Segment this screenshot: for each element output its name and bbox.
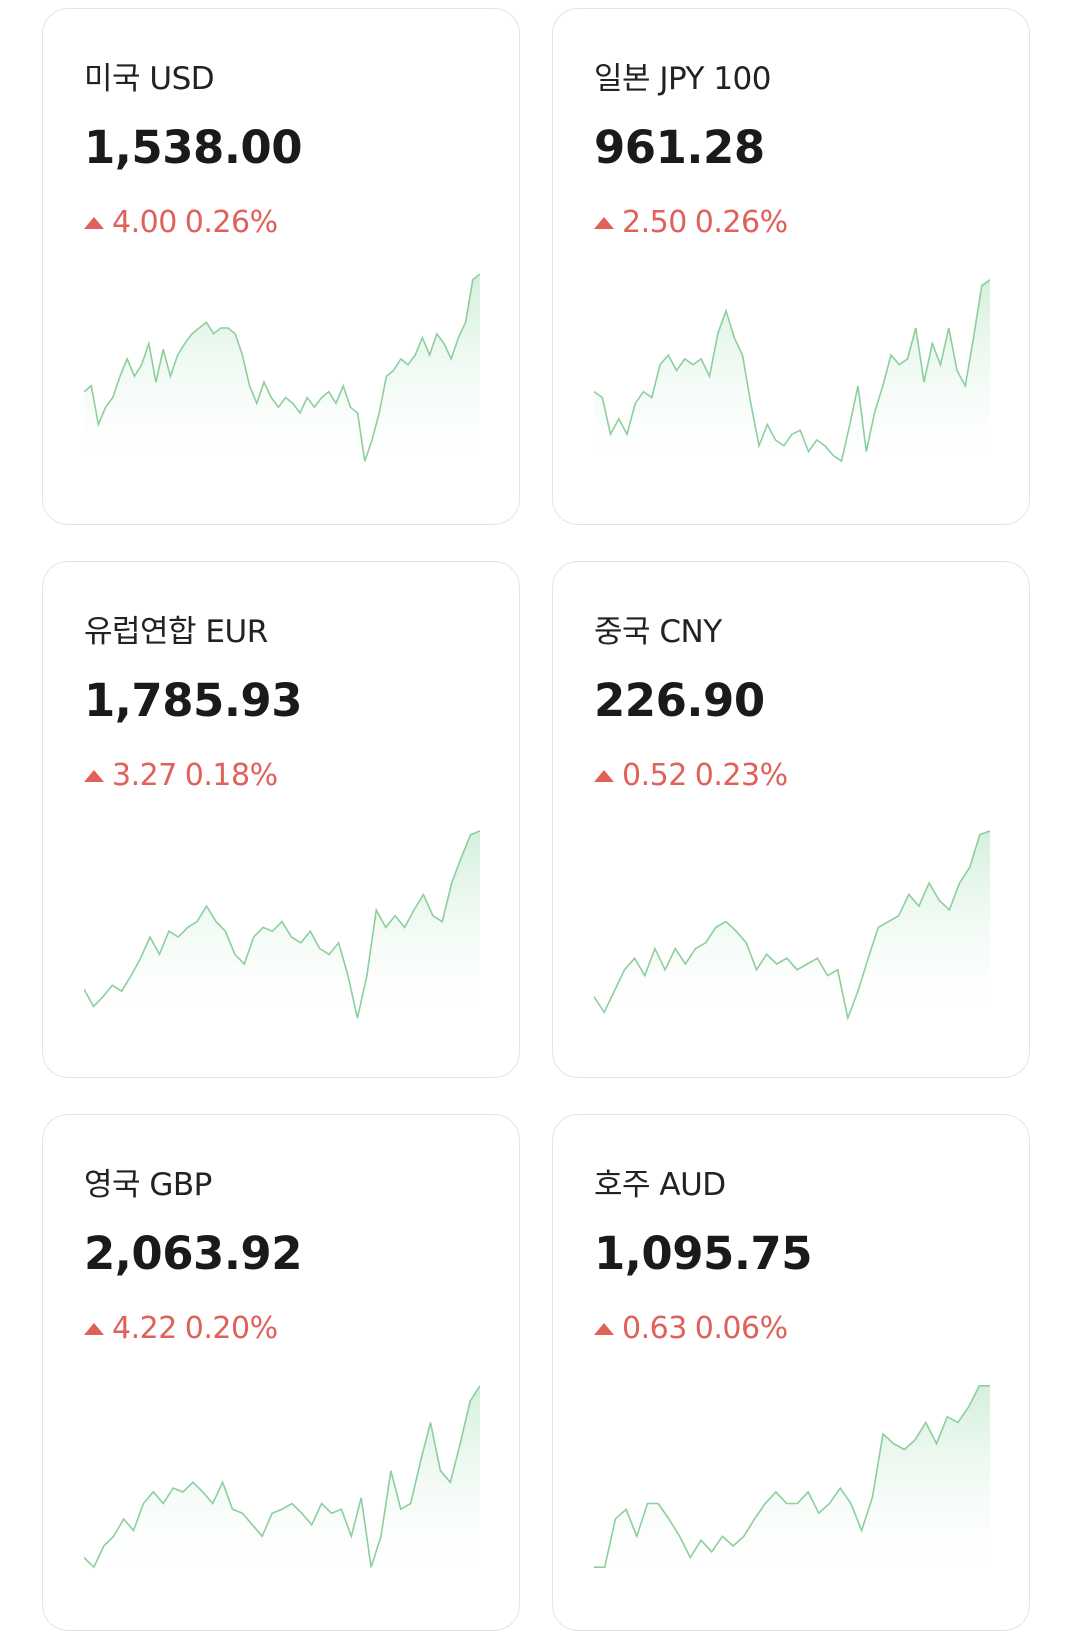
currency-name: 일본 JPY 100 bbox=[594, 61, 772, 97]
sparkline-area bbox=[84, 1385, 480, 1573]
change-percent: 0.26% bbox=[184, 205, 278, 240]
change-amount: 3.27 bbox=[112, 758, 177, 793]
exchange-rate: 1,785.93 bbox=[84, 674, 303, 727]
rate-card: 유럽연합 EUR 1,785.93 3.27 0.18% bbox=[42, 561, 520, 1078]
change: 4.22 0.20% bbox=[84, 1311, 278, 1346]
currency-name: 미국 USD bbox=[84, 61, 215, 97]
sparkline bbox=[594, 1385, 990, 1573]
up-arrow bbox=[84, 1322, 104, 1335]
up-arrow bbox=[594, 769, 614, 782]
change: 0.63 0.06% bbox=[594, 1311, 788, 1346]
rate-card: 일본 JPY 100 961.28 2.50 0.26% bbox=[552, 8, 1030, 525]
sparkline-line bbox=[594, 1385, 990, 1568]
change-percent: 0.26% bbox=[694, 205, 788, 240]
exchange-rate: 961.28 bbox=[594, 121, 765, 174]
sparkline-area bbox=[84, 830, 480, 1020]
change-amount: 4.22 bbox=[112, 1311, 177, 1346]
rate-card: 미국 USD 1,538.00 4.00 0.26% bbox=[42, 8, 520, 525]
sparkline-line bbox=[594, 279, 990, 463]
currency-name: 영국 GBP bbox=[84, 1167, 212, 1203]
rate-card: 중국 CNY 226.90 0.52 0.23% bbox=[552, 561, 1030, 1078]
change-amount: 2.50 bbox=[622, 205, 687, 240]
exchange-rate: 1,538.00 bbox=[84, 121, 303, 174]
sparkline-line bbox=[84, 274, 480, 462]
sparkline-line bbox=[594, 830, 990, 1020]
change-amount: 4.00 bbox=[112, 205, 177, 240]
sparkline bbox=[84, 274, 480, 467]
up-arrow bbox=[84, 769, 104, 782]
sparkline-area bbox=[594, 279, 990, 467]
change: 0.52 0.23% bbox=[594, 758, 788, 793]
change: 3.27 0.18% bbox=[84, 758, 278, 793]
change-percent: 0.20% bbox=[184, 1311, 278, 1346]
sparkline-area bbox=[84, 274, 480, 467]
sparkline-line bbox=[84, 1385, 480, 1569]
exchange-rate: 2,063.92 bbox=[84, 1227, 303, 1280]
change-amount: 0.52 bbox=[622, 758, 687, 793]
currency-name: 호주 AUD bbox=[594, 1167, 726, 1203]
up-arrow bbox=[84, 216, 104, 229]
rate-card: 호주 AUD 1,095.75 0.63 0.06% bbox=[552, 1114, 1030, 1631]
up-arrow bbox=[594, 216, 614, 229]
exchange-rate: 226.90 bbox=[594, 674, 765, 727]
change-percent: 0.18% bbox=[184, 758, 278, 793]
sparkline bbox=[84, 830, 480, 1020]
rate-card: 영국 GBP 2,063.92 4.22 0.20% bbox=[42, 1114, 520, 1631]
currency-name: 유럽연합 EUR bbox=[84, 614, 268, 650]
sparkline bbox=[84, 1385, 480, 1573]
sparkline bbox=[594, 279, 990, 467]
sparkline-area bbox=[594, 1385, 990, 1573]
up-arrow bbox=[594, 1322, 614, 1335]
currency-name: 중국 CNY bbox=[594, 614, 722, 650]
sparkline-line bbox=[84, 830, 480, 1019]
change-percent: 0.06% bbox=[694, 1311, 788, 1346]
exchange-rate: 1,095.75 bbox=[594, 1227, 813, 1280]
change: 4.00 0.26% bbox=[84, 205, 278, 240]
change-amount: 0.63 bbox=[622, 1311, 687, 1346]
change: 2.50 0.26% bbox=[594, 205, 788, 240]
sparkline bbox=[594, 830, 990, 1020]
sparkline-area bbox=[594, 830, 990, 1020]
change-percent: 0.23% bbox=[694, 758, 788, 793]
